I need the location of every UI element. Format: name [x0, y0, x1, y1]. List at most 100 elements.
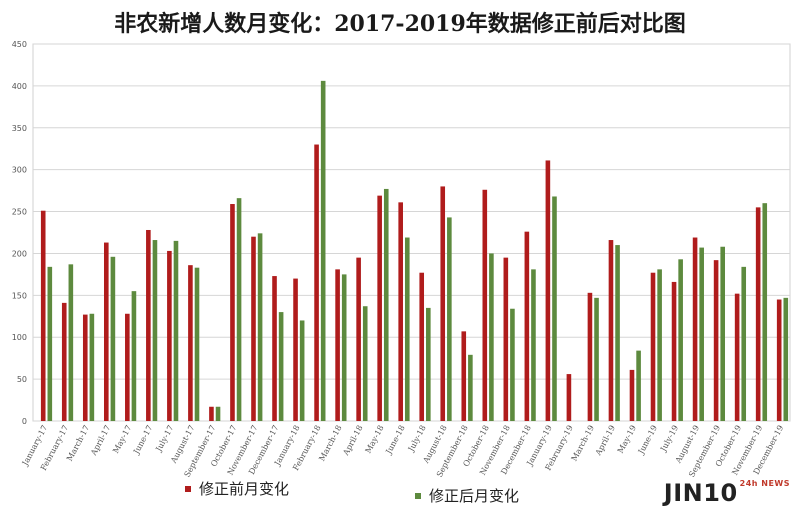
bar-before-January-19 — [545, 160, 551, 421]
bar-after-October-18 — [489, 253, 494, 421]
bar-before-November-19 — [755, 207, 761, 421]
x-tick-label-June-19: June-19 — [636, 424, 659, 457]
bar-after-September-18 — [468, 354, 473, 421]
bar-after-January-18 — [299, 320, 305, 421]
bar-after-October-17 — [236, 198, 242, 421]
y-tick-label-0: 0 — [22, 417, 27, 426]
bar-before-August-17 — [188, 265, 193, 421]
bar-before-April-19 — [608, 240, 614, 421]
bar-before-November-18 — [503, 257, 509, 421]
bar-after-August-19 — [699, 247, 704, 421]
bar-before-January-18 — [293, 278, 298, 421]
bar-after-February-17 — [68, 264, 74, 421]
logo-text: JIN10 — [663, 479, 738, 507]
bar-after-August-18 — [447, 217, 452, 421]
x-tick-label-May-17: May-17 — [111, 424, 133, 455]
bar-after-June-19 — [657, 269, 662, 421]
bar-before-September-18 — [461, 331, 467, 421]
bar-before-December-18 — [524, 231, 530, 421]
jin10-logo: JIN10 24h NEWS — [664, 479, 790, 507]
bar-before-March-17 — [82, 314, 88, 421]
bar-after-July-17 — [173, 240, 179, 421]
y-tick-label-300: 300 — [12, 166, 27, 175]
bar-after-March-17 — [89, 313, 95, 421]
bar-after-September-17 — [215, 406, 221, 421]
x-tick-label-June-18: June-18 — [384, 424, 407, 457]
logo-suffix: 24h NEWS — [739, 479, 790, 488]
y-tick-label-400: 400 — [12, 82, 27, 91]
bar-before-June-19 — [650, 272, 656, 421]
legend-item-after: 修正后月变化 — [415, 485, 519, 506]
bar-before-February-17 — [61, 302, 67, 421]
bar-before-May-17 — [125, 313, 130, 421]
y-tick-label-250: 250 — [12, 208, 27, 217]
bar-before-August-18 — [440, 186, 446, 421]
bar-after-April-17 — [110, 256, 116, 421]
bar-before-November-17 — [251, 236, 256, 421]
bar-before-July-19 — [671, 281, 677, 421]
legend-item-before: 修正前月变化 — [185, 478, 289, 499]
bar-before-May-19 — [629, 369, 635, 421]
bar-before-April-18 — [356, 257, 361, 421]
bar-before-July-17 — [167, 250, 172, 421]
bar-after-December-17 — [278, 312, 284, 421]
y-tick-label-50: 50 — [17, 375, 27, 384]
bar-after-June-17 — [152, 240, 158, 421]
legend-label-before: 修正前月变化 — [199, 480, 290, 498]
bar-before-May-18 — [377, 195, 382, 421]
y-tick-label-100: 100 — [12, 333, 27, 342]
x-tick-label-April-18: April-18 — [341, 424, 365, 458]
bar-after-November-17 — [257, 233, 263, 421]
bar-before-December-19 — [776, 299, 782, 421]
bar-before-February-19 — [566, 374, 572, 421]
legend-swatch-after — [415, 492, 421, 499]
bar-after-January-17 — [47, 266, 53, 421]
bar-after-November-19 — [762, 203, 768, 421]
bar-after-July-19 — [678, 259, 683, 421]
bar-before-June-17 — [146, 229, 151, 421]
bar-before-July-18 — [419, 272, 425, 421]
bar-after-March-18 — [341, 274, 347, 421]
bar-before-January-17 — [40, 210, 46, 421]
legend-label-after: 修正后月变化 — [429, 487, 520, 505]
x-tick-label-May-18: May-18 — [364, 424, 386, 455]
bar-before-September-19 — [713, 260, 719, 421]
x-tick-label-April-19: April-19 — [593, 424, 617, 458]
bar-before-March-19 — [587, 292, 593, 421]
bar-after-May-18 — [383, 188, 389, 421]
bar-after-April-19 — [615, 245, 620, 421]
bar-after-October-19 — [741, 266, 747, 421]
bar-after-March-19 — [594, 297, 599, 421]
chart-title: 非农新增人数月变化：2017-2019年数据修正前后对比图 — [114, 11, 686, 37]
bar-after-February-18 — [320, 80, 326, 422]
bar-before-March-18 — [335, 269, 340, 421]
x-tick-label-July-18: July-18 — [406, 424, 428, 454]
x-tick-label-July-17: July-17 — [154, 424, 176, 454]
y-tick-label-200: 200 — [12, 249, 27, 258]
bar-after-June-18 — [404, 237, 410, 421]
legend-swatch-before — [185, 485, 191, 492]
bar-after-July-18 — [426, 307, 431, 421]
bar-before-September-17 — [209, 406, 214, 421]
bar-before-December-17 — [272, 276, 277, 421]
bar-after-December-18 — [531, 269, 536, 421]
y-tick-label-150: 150 — [12, 291, 27, 300]
x-tick-label-July-19: July-19 — [658, 424, 680, 454]
x-tick-label-May-19: May-19 — [616, 424, 638, 455]
bar-after-April-18 — [362, 306, 368, 421]
x-tick-label-April-17: April-17 — [89, 424, 113, 458]
bar-before-October-19 — [734, 293, 740, 421]
y-tick-label-450: 450 — [12, 40, 27, 49]
bar-after-May-19 — [636, 350, 641, 421]
bar-after-December-19 — [783, 297, 789, 421]
bar-before-February-18 — [314, 144, 319, 422]
bar-before-October-18 — [482, 189, 488, 421]
bar-after-September-19 — [720, 246, 726, 421]
bar-before-October-17 — [230, 204, 235, 421]
bar-after-May-17 — [131, 291, 137, 421]
x-tick-label-June-17: June-17 — [131, 424, 154, 457]
bar-after-August-17 — [194, 267, 200, 421]
bar-before-April-17 — [103, 242, 109, 421]
bar-after-January-19 — [552, 196, 557, 421]
